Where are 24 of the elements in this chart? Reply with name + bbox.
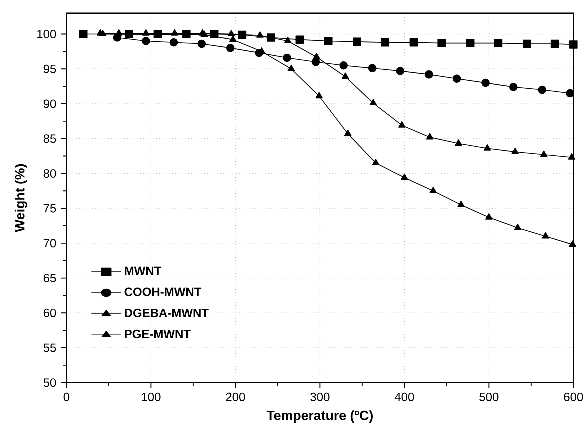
x-tick-label: 600 <box>564 393 583 402</box>
y-axis-title: Weight (%) <box>14 164 28 233</box>
legend-label: MWNT <box>125 267 162 276</box>
y-tick-label: 100 <box>38 30 56 39</box>
x-tick-label: 500 <box>480 393 499 402</box>
y-tick-label: 95 <box>44 65 56 74</box>
y-tick-label: 70 <box>44 239 56 248</box>
y-tick-label: 55 <box>44 344 56 352</box>
legend-label: PGE-MWNT <box>125 330 191 339</box>
y-tick-label: 80 <box>44 170 56 178</box>
legend-label: DGEBA-MWNT <box>125 309 209 318</box>
y-tick-label: 85 <box>44 134 56 144</box>
y-tick-label: 65 <box>44 274 56 283</box>
x-tick-label: 200 <box>226 393 246 402</box>
x-axis-title: Temperature (ºC) <box>266 410 373 424</box>
x-tick-label: 100 <box>142 393 161 402</box>
y-tick-label: 75 <box>44 204 56 213</box>
y-tick-label: 60 <box>44 309 56 318</box>
legend-label: COOH-MWNT <box>124 288 202 297</box>
y-tick-label: 90 <box>44 100 56 108</box>
x-tick-label: 400 <box>394 393 414 402</box>
x-tick-label: 300 <box>310 393 330 402</box>
x-tick-label: 0 <box>64 393 70 402</box>
y-tick-label: 50 <box>44 378 56 388</box>
